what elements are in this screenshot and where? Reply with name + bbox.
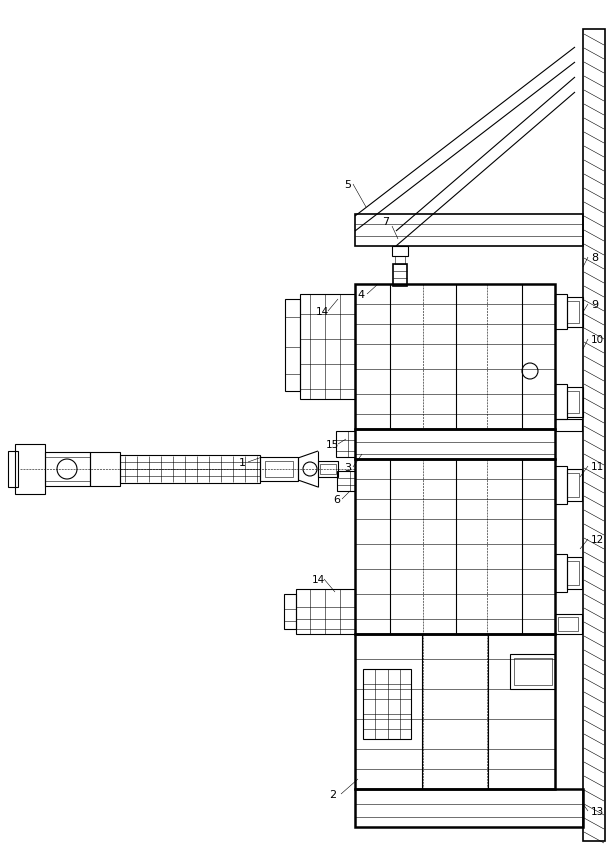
Text: 8: 8 <box>591 253 598 263</box>
Bar <box>567 561 579 585</box>
Bar <box>336 431 355 457</box>
Bar <box>558 617 578 631</box>
Bar <box>567 557 582 589</box>
Bar <box>395 257 405 264</box>
Text: 7: 7 <box>382 217 390 226</box>
Bar <box>45 453 90 486</box>
Bar <box>90 453 120 486</box>
Bar <box>355 430 555 460</box>
Bar <box>510 654 555 689</box>
Text: 14: 14 <box>311 574 325 585</box>
Text: 1: 1 <box>239 457 245 468</box>
Bar <box>355 460 555 635</box>
Bar <box>120 455 260 483</box>
Bar <box>355 635 555 789</box>
Text: 10: 10 <box>591 335 604 344</box>
Bar <box>260 457 298 481</box>
Bar <box>265 461 293 478</box>
Bar <box>8 451 18 487</box>
Bar <box>284 594 296 629</box>
Bar <box>514 659 552 685</box>
Bar <box>567 298 583 328</box>
Text: 4: 4 <box>357 289 365 300</box>
Bar <box>285 300 300 392</box>
Text: 15: 15 <box>325 439 339 449</box>
Bar <box>363 669 411 739</box>
Bar <box>393 264 407 287</box>
Bar <box>555 467 567 505</box>
Text: 5: 5 <box>345 180 351 189</box>
Bar <box>555 419 582 431</box>
Bar <box>355 789 583 827</box>
Text: 9: 9 <box>591 300 598 310</box>
Bar <box>318 461 338 478</box>
Bar <box>555 385 567 419</box>
Text: 14: 14 <box>315 307 329 317</box>
Text: 6: 6 <box>334 494 340 505</box>
Bar <box>567 469 582 501</box>
Bar <box>583 30 605 841</box>
Text: 12: 12 <box>591 535 605 544</box>
Bar <box>555 294 567 330</box>
Bar <box>555 614 582 635</box>
Bar <box>392 247 408 257</box>
Bar <box>355 214 583 247</box>
Bar <box>337 472 355 492</box>
Bar <box>555 554 567 592</box>
Bar <box>296 589 355 635</box>
Bar <box>300 294 355 400</box>
Text: 13: 13 <box>591 806 605 816</box>
Bar <box>567 301 579 324</box>
Bar <box>567 392 579 413</box>
Bar <box>15 444 45 494</box>
Bar <box>355 285 555 430</box>
Bar <box>320 464 336 474</box>
Text: 2: 2 <box>329 789 337 799</box>
Bar <box>567 387 583 418</box>
Text: 11: 11 <box>591 461 605 472</box>
Text: 3: 3 <box>345 462 351 473</box>
Bar <box>567 474 579 498</box>
